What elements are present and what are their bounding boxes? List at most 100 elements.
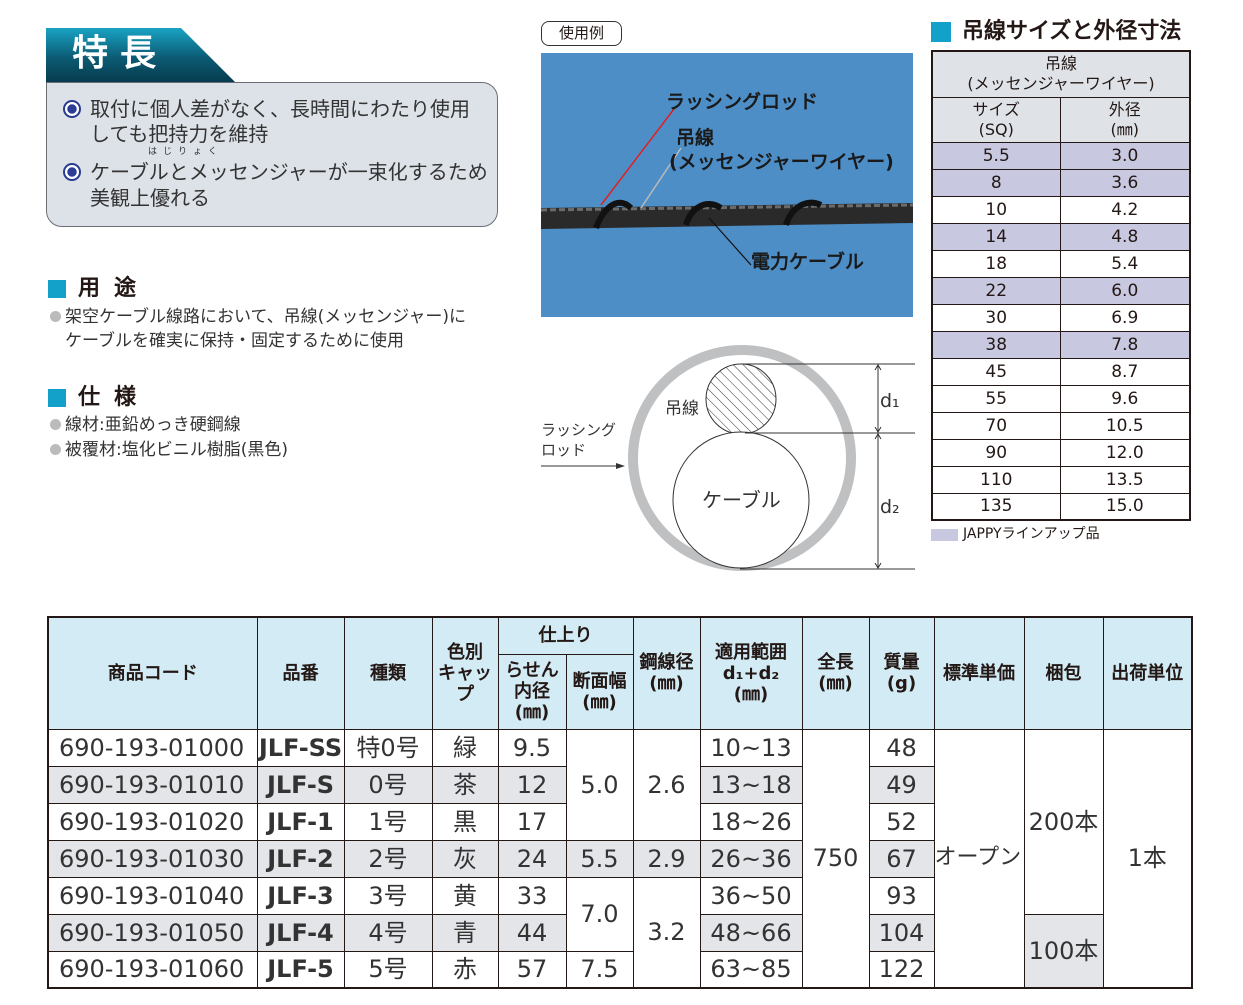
size-table-row: 70 10.5 (931, 411, 1191, 440)
example-photo: ラッシングロッド 吊線 (メッセンジャーワイヤー) 電力ケーブル (540, 53, 914, 317)
photo-label-wire-sub: (メッセンジャーワイヤー) (669, 151, 894, 173)
mass-cell: 48 (868, 728, 935, 767)
od-cell: 10.5 (1059, 411, 1191, 440)
size-cell: 18 (931, 249, 1061, 278)
size-table-row: 45 8.7 (931, 357, 1191, 386)
inner-diameter-cell: 9.5 (497, 728, 567, 767)
mass-cell: 122 (868, 950, 935, 989)
section-width-cell: 5.0 (565, 728, 634, 841)
packing-cell: 200本 (1023, 728, 1104, 915)
diagram-label-rod-1: ラッシング (541, 421, 617, 439)
size-cell: 22 (931, 276, 1061, 305)
features-box (46, 82, 498, 227)
header-part: 品番 (256, 616, 345, 730)
size-table: 吊線 (メッセンジャーワイヤー) サイズ (SQ) 外径 (㎜) 5.5 3.0 8 3.6… (931, 50, 1191, 521)
feature-1-line-1: 取付に個人差がなく、長時間にわたり使用 (90, 97, 470, 121)
section-width-cell: 5.5 (565, 839, 634, 878)
inner-diameter-cell: 17 (497, 802, 567, 841)
section-square-icon (48, 280, 66, 298)
applicable-range-cell: 36~50 (699, 876, 803, 915)
header-steel-2: (㎜) (649, 673, 684, 695)
type-cell: 1号 (343, 802, 433, 841)
table-row: 690-193-01040 JLF-3 3号黄 33 7.0 3.2 36~50 93 (47, 876, 1192, 989)
size-table-row: 135 15.0 (931, 492, 1191, 521)
type-cell: 0号 (343, 765, 433, 804)
inner-diameter-cell: 24 (497, 839, 567, 878)
table-row: 690-193-01030 JLF-2 2号灰 24 5.5 2.9 26~36 67 (47, 839, 1192, 878)
cap-color-cell: 黄 (431, 876, 499, 915)
applicable-range-cell: 63~85 (699, 950, 803, 989)
feature-2-line-1: ケーブルとメッセンジャーが一束化するため (90, 160, 488, 184)
size-cell: 45 (931, 357, 1061, 386)
part-number-cell: JLF-2 (256, 839, 345, 878)
header-width-1: 断面幅 (572, 670, 627, 692)
product-table: 商品コード 品番 種類 色別 キャップ 仕上り 鋼線径 (㎜) 適用範囲 d₁+d₂(… (47, 616, 1193, 989)
diagram-label-cable: ケーブル (702, 488, 781, 512)
header-length-2: (㎜) (818, 673, 853, 695)
type-cell: 3号 (343, 876, 433, 915)
header-cap-1: 色別 (447, 641, 483, 663)
ruby-annotation: はじりょく (148, 147, 224, 157)
cable-photo-illustration (540, 108, 914, 266)
od-cell: 9.6 (1059, 384, 1191, 413)
size-table-row: 14 4.8 (931, 222, 1191, 251)
features-title: 特長 (72, 33, 169, 74)
table-row: 690-193-01010 JLF-S 0号茶 12 13~18 49 (47, 765, 1192, 804)
diagram-label-d1: d₁ (880, 390, 900, 412)
header-range-1: 適用範囲 (715, 641, 787, 663)
type-cell: 2号 (343, 839, 433, 878)
header-finish: 仕上り (497, 616, 634, 655)
size-table-row: 55 9.6 (931, 384, 1191, 413)
size-table-row: 5.5 3.0 (931, 141, 1191, 170)
mass-cell: 104 (868, 913, 935, 952)
size-cell: 135 (931, 492, 1061, 521)
steel-diameter-cell: 3.2 (632, 876, 701, 989)
product-code-cell: 690-193-01050 (47, 913, 258, 952)
feature-2-line-2: 美観上優れる (90, 186, 210, 210)
diagram-label-rod-2: ロッド (541, 441, 587, 459)
header-steel-1: 鋼線径 (639, 652, 694, 674)
size-cell: 10 (931, 195, 1061, 224)
size-cell: 8 (931, 168, 1061, 197)
size-cell: 70 (931, 411, 1061, 440)
steel-diameter-cell: 2.9 (632, 839, 701, 878)
od-col-header: 外径 (㎜) (1059, 96, 1191, 143)
size-cell: 55 (931, 384, 1061, 413)
od-cell: 4.2 (1059, 195, 1191, 224)
diagram-label-d2: d₂ (880, 496, 900, 518)
type-cell: 4号 (343, 913, 433, 952)
od-cell: 7.8 (1059, 330, 1191, 359)
applicable-range-cell: 26~36 (699, 839, 803, 878)
size-cell: 30 (931, 303, 1061, 332)
size-table-group-header: 吊線 (メッセンジャーワイヤー) (931, 50, 1191, 98)
table-row: 690-193-01020 JLF-1 1号黒 17 18~26 52 (47, 802, 1192, 841)
applicable-range-cell: 48~66 (699, 913, 803, 952)
usage-title: 用途 (78, 276, 151, 301)
od-cell: 12.0 (1059, 438, 1191, 467)
header-width: 断面幅 (㎜) (565, 653, 634, 730)
part-number-cell: JLF-S (256, 765, 345, 804)
size-col-label: サイズ (972, 99, 1021, 119)
product-code-cell: 690-193-01000 (47, 728, 258, 767)
applicable-range-cell: 13~18 (699, 765, 803, 804)
product-code-cell: 690-193-01010 (47, 765, 258, 804)
header-inner-2: 内径 (514, 681, 550, 702)
od-col-label: 外径 (1108, 99, 1141, 119)
cap-color-cell: 緑 (431, 728, 499, 767)
applicable-range-cell: 10~13 (699, 728, 803, 767)
usage-line-2: ケーブルを確実に保持・固定するために使用 (65, 331, 404, 351)
photo-label-wire: 吊線 (676, 127, 715, 149)
legend-text: JAPPYラインアップ品 (963, 526, 1100, 542)
product-code-cell: 690-193-01030 (47, 839, 258, 878)
length-cell: 750 (801, 728, 870, 989)
section-width-cell: 7.0 (565, 876, 634, 952)
diagram-label-wire: 吊線 (665, 399, 699, 419)
feature-1-line-2: しても把持力を維持 (90, 122, 269, 146)
table-row: 690-193-01060 JLF-5 5号赤 57 7.5 63~85 122 (47, 950, 1192, 989)
size-cell: 5.5 (931, 141, 1061, 170)
od-cell: 5.4 (1059, 249, 1191, 278)
header-inner-1: らせん (505, 660, 559, 681)
example-label: 使用例 (541, 21, 622, 46)
od-cell: 3.0 (1059, 141, 1191, 170)
cap-color-cell: 赤 (431, 950, 499, 989)
